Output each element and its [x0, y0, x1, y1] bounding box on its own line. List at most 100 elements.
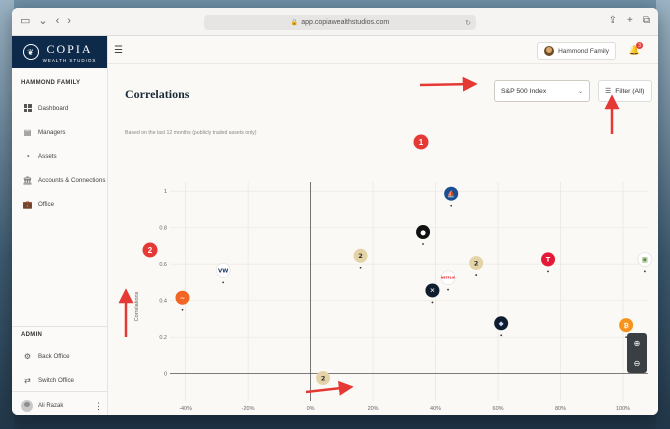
family-name: Hammond Family: [558, 47, 609, 55]
back-icon[interactable]: ‹: [55, 15, 60, 27]
point-logo: [215, 263, 231, 278]
point-marker: [475, 274, 478, 276]
sidebar-item-accounts[interactable]: 🏛 Accounts & Connections: [12, 168, 107, 192]
chevron-down-icon[interactable]: ⌄: [38, 15, 48, 27]
sidebar-item-dashboard[interactable]: Dashboard: [12, 96, 107, 120]
address-bar[interactable]: 🔒 app.copiawealthstudios.com ↻: [204, 15, 476, 30]
y-tick-label: 0.6: [159, 262, 167, 268]
point-logo: [440, 270, 456, 285]
bank-icon: 🏛: [22, 175, 33, 185]
sidebar-item-label: Managers: [38, 128, 66, 136]
shopify-logo-icon: ▣: [642, 256, 648, 264]
scatter-point[interactable]: ⛵: [444, 186, 459, 207]
menu-collapse-icon[interactable]: ☰: [114, 45, 123, 56]
sidebar-item-label: Dashboard: [38, 104, 69, 112]
index-select[interactable]: S&P 500 Index ⌄: [494, 80, 590, 102]
sidebar-toggle-icon[interactable]: ▭: [20, 15, 31, 27]
point-logo: [444, 186, 459, 201]
sidebar-item-back-office[interactable]: ⚙ Back Office: [12, 344, 108, 368]
scatter-point[interactable]: NETFLIX: [440, 270, 456, 291]
gear-icon: ⚙: [23, 351, 32, 361]
y-tick-label: 1: [164, 189, 167, 195]
sidebar-item-assets[interactable]: ◔ Assets: [12, 144, 107, 168]
scatter-point[interactable]: VW: [215, 263, 231, 284]
x-tick-label: 0%: [307, 406, 315, 412]
more-options-icon[interactable]: ⋮: [94, 400, 103, 411]
scatter-point[interactable]: T: [541, 252, 556, 273]
brand-logo[interactable]: ❦ COPIA WEALTH STUDIOS: [12, 36, 107, 68]
brand-emblem-icon: ❦: [22, 44, 39, 60]
point-logo: [494, 316, 509, 331]
scatter-point[interactable]: 2: [469, 256, 484, 276]
notification-badge: 3: [636, 42, 643, 49]
point-logo: [175, 290, 190, 305]
eth-logo-icon: ◆: [499, 320, 504, 328]
x-tick-label: 40%: [430, 406, 441, 412]
netflix-logo-icon: NETFLIX: [441, 276, 456, 280]
scatter-point[interactable]: ✕: [425, 283, 440, 304]
dashboard-icon: [23, 104, 32, 113]
point-marker: [359, 266, 362, 269]
point-marker: [422, 243, 424, 245]
sidebar-item-managers[interactable]: ▤ Managers: [12, 120, 107, 144]
divider: [12, 326, 107, 327]
avatar: [21, 400, 33, 412]
scatter-point[interactable]: ▣: [637, 252, 653, 273]
sidebar: ❦ COPIA WEALTH STUDIOS HAMMOND FAMILY Da…: [12, 36, 108, 415]
tabs-overview-icon[interactable]: ⧉: [642, 15, 650, 26]
2-logo-icon: 2: [474, 259, 479, 267]
scatter-point[interactable]: ◆: [494, 316, 509, 337]
divider: [12, 391, 107, 392]
apple-logo-icon: ●: [420, 228, 426, 236]
point-marker: [625, 336, 628, 339]
lock-icon: 🔒: [290, 20, 299, 26]
point-marker: [500, 334, 503, 337]
point-logo: [619, 318, 634, 333]
sidebar-item-label: Back Office: [38, 352, 70, 360]
chevron-down-icon: ⌄: [577, 88, 583, 95]
family-avatar: [544, 46, 555, 56]
point-marker: [322, 389, 324, 391]
point-marker: [222, 281, 225, 284]
switch-icon: ⇄: [24, 375, 31, 385]
sidebar-item-switch-office[interactable]: ⇄ Switch Office: [12, 368, 108, 392]
bell-icon[interactable]: 🔔: [628, 45, 640, 55]
family-label: HAMMOND FAMILY: [21, 80, 81, 86]
plot-area: [170, 182, 648, 401]
desktop-wallpaper-left: [0, 0, 14, 429]
point-logo: [637, 252, 653, 267]
point-logo: [469, 256, 484, 271]
point-logo: [541, 252, 556, 267]
zoom-in-icon[interactable]: ⊕: [633, 338, 641, 348]
scatter-point[interactable]: ₿: [619, 318, 634, 339]
2-logo-icon: 2: [358, 252, 363, 260]
reload-icon[interactable]: ↻: [465, 19, 471, 27]
admin-label: ADMIN: [21, 332, 43, 338]
point-marker: [181, 308, 184, 311]
btc-logo-icon: ₿: [623, 321, 628, 329]
sidebar-item-office[interactable]: 💼 Office: [12, 192, 107, 216]
x-tick-label: 80%: [555, 406, 566, 412]
scatter-point[interactable]: ●: [416, 225, 431, 245]
point-marker: [447, 288, 449, 291]
sidebar-item-label: Office: [38, 200, 55, 208]
top-bar: ☰ Hammond Family 🔔 3: [108, 36, 658, 64]
y-axis-label: Correlations: [134, 291, 140, 321]
briefcase-icon: 💼: [22, 199, 33, 209]
user-profile[interactable]: Ali Razak ⋮: [21, 400, 103, 412]
filter-icon: ☰: [605, 88, 612, 95]
brand-subtitle: WEALTH STUDIOS: [42, 57, 97, 63]
family-switcher[interactable]: Hammond Family: [537, 42, 616, 60]
forward-icon[interactable]: ›: [67, 15, 71, 27]
point-marker: [547, 270, 549, 273]
zoom-out-icon[interactable]: ⊖: [633, 358, 641, 368]
share-icon[interactable]: ⇪: [608, 15, 618, 26]
correlation-scatter-chart: -40% -20% 0% 20% 40% 60% 80% 100% 0 0.2 0.4 0.6 0.8 1…: [134, 182, 653, 412]
new-tab-icon[interactable]: +: [627, 15, 633, 26]
desktop-wallpaper-right: [656, 0, 670, 429]
2-logo-icon: 2: [321, 374, 326, 382]
scatter-point[interactable]: 2: [353, 248, 368, 269]
y-tick-label: 0.2: [159, 335, 167, 341]
scatter-point[interactable]: ~: [175, 290, 190, 311]
point-logo: [353, 248, 368, 263]
